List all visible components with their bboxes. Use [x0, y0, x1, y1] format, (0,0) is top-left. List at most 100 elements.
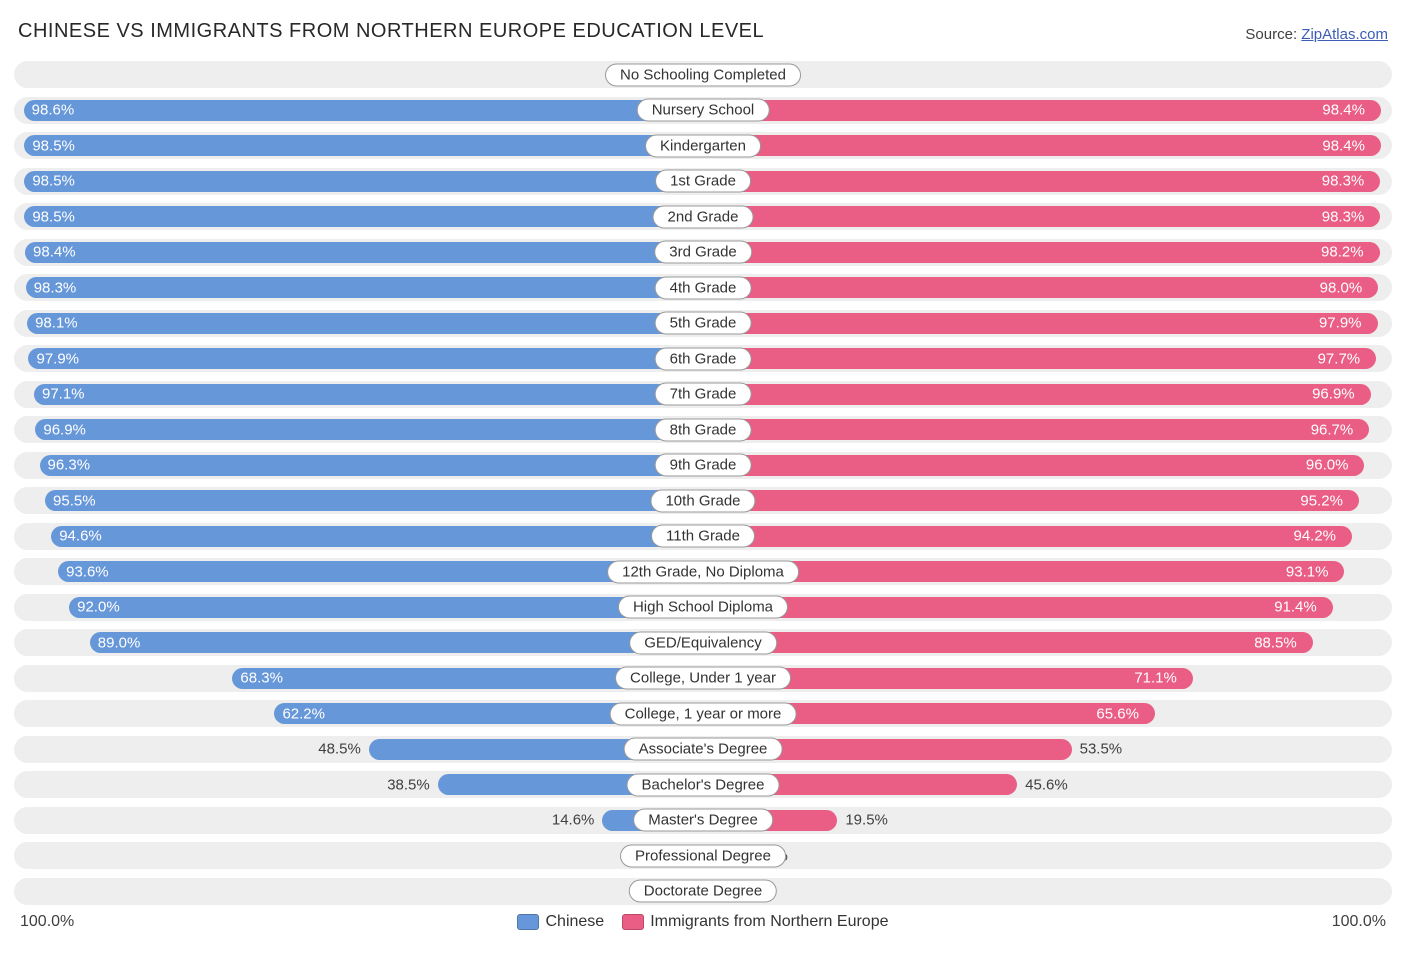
bar-row: 1.5%1.7%No Schooling Completed	[14, 61, 1392, 88]
value-label-right: 97.9%	[1319, 315, 1362, 332]
bar-left: 97.1%	[34, 384, 703, 405]
bar-right: 98.4%	[703, 100, 1381, 121]
category-pill: 6th Grade	[655, 347, 752, 370]
chart-footer: 100.0% Chinese Immigrants from Northern …	[14, 913, 1392, 931]
category-pill: 1st Grade	[655, 170, 751, 193]
bar-row: 48.5%53.5%Associate's Degree	[14, 736, 1392, 763]
bar-left: 98.6%	[24, 100, 703, 121]
chart-title: CHINESE VS IMMIGRANTS FROM NORTHERN EURO…	[18, 20, 764, 43]
category-pill: 3rd Grade	[654, 241, 752, 264]
bar-right: 95.2%	[703, 490, 1359, 511]
value-label-left: 96.3%	[48, 457, 91, 474]
category-pill: 11th Grade	[651, 525, 755, 548]
bar-right: 96.9%	[703, 384, 1371, 405]
bar-row: 98.1% 97.9% 5th Grade	[14, 310, 1392, 337]
bar-row: 62.2%65.6%College, 1 year or more	[14, 700, 1392, 727]
bar-left: 98.5%	[24, 171, 703, 192]
category-pill: 7th Grade	[655, 383, 752, 406]
bar-left: 95.5%	[45, 490, 703, 511]
bar-left: 98.1%	[27, 313, 703, 334]
bar-row: 1.8%2.6%Doctorate Degree	[14, 878, 1392, 905]
bar-row: 96.3% 96.0% 9th Grade	[14, 452, 1392, 479]
category-pill: 10th Grade	[650, 489, 755, 512]
bar-row: 98.4%98.2%3rd Grade	[14, 239, 1392, 266]
value-label-right: 98.3%	[1322, 208, 1365, 225]
value-label-left: 98.1%	[35, 315, 78, 332]
category-pill: 12th Grade, No Diploma	[607, 560, 799, 583]
bar-row: 97.1% 96.9% 7th Grade	[14, 381, 1392, 408]
value-label-left: 94.6%	[59, 528, 102, 545]
legend-swatch-chinese	[517, 914, 539, 930]
value-label-right: 98.4%	[1322, 102, 1365, 119]
value-label-left: 93.6%	[66, 563, 109, 580]
category-pill: College, Under 1 year	[615, 667, 791, 690]
legend-item-immigrants: Immigrants from Northern Europe	[622, 913, 888, 931]
bar-left: 96.3%	[40, 455, 704, 476]
bar-right: 98.3%	[703, 171, 1380, 192]
bar-right: 97.7%	[703, 348, 1376, 369]
bar-left: 98.3%	[26, 277, 703, 298]
legend-item-chinese: Chinese	[517, 913, 604, 931]
value-label-left: 89.0%	[98, 634, 141, 651]
value-label-right: 96.9%	[1312, 386, 1355, 403]
value-label-right: 98.2%	[1321, 244, 1364, 261]
value-label-left: 38.5%	[387, 776, 430, 793]
bar-right: 98.4%	[703, 135, 1381, 156]
value-label-right: 95.2%	[1300, 492, 1343, 509]
bar-row: 14.6%19.5%Master's Degree	[14, 807, 1392, 834]
bar-left: 97.9%	[28, 348, 703, 369]
category-pill: GED/Equivalency	[629, 631, 777, 654]
category-pill: 9th Grade	[655, 454, 752, 477]
value-label-left: 97.1%	[42, 386, 85, 403]
source-link[interactable]: ZipAtlas.com	[1301, 26, 1388, 43]
value-label-left: 97.9%	[36, 350, 79, 367]
category-pill: No Schooling Completed	[605, 63, 801, 86]
bar-row: 95.5% 95.2% 10th Grade	[14, 487, 1392, 514]
bar-row: 94.6%94.2%11th Grade	[14, 523, 1392, 550]
bar-row: 98.5% 98.3% 1st Grade	[14, 168, 1392, 195]
category-pill: Professional Degree	[620, 844, 786, 867]
bar-left: 98.5%	[24, 206, 703, 227]
bar-right: 91.4%	[703, 597, 1333, 618]
value-label-right: 96.0%	[1306, 457, 1349, 474]
source-attribution: Source: ZipAtlas.com	[1245, 26, 1388, 43]
bar-left: 96.9%	[35, 419, 703, 440]
value-label-right: 98.0%	[1320, 279, 1363, 296]
value-label-right: 45.6%	[1025, 776, 1068, 793]
bar-right: 98.2%	[703, 242, 1380, 263]
axis-left-max: 100.0%	[20, 913, 74, 931]
value-label-right: 93.1%	[1286, 563, 1329, 580]
value-label-right: 98.4%	[1322, 137, 1365, 154]
legend: Chinese Immigrants from Northern Europe	[517, 913, 888, 931]
category-pill: Master's Degree	[633, 809, 773, 832]
source-label: Source:	[1245, 26, 1297, 43]
value-label-left: 98.6%	[32, 102, 75, 119]
value-label-right: 98.3%	[1322, 173, 1365, 190]
value-label-left: 14.6%	[552, 812, 595, 829]
legend-swatch-immigrants	[622, 914, 644, 930]
legend-label-chinese: Chinese	[545, 913, 604, 931]
legend-label-immigrants: Immigrants from Northern Europe	[650, 913, 888, 931]
value-label-left: 98.5%	[32, 173, 75, 190]
category-pill: 5th Grade	[655, 312, 752, 335]
bar-row: 4.5%6.2%Professional Degree	[14, 842, 1392, 869]
bar-left: 98.5%	[24, 135, 703, 156]
value-label-left: 98.5%	[32, 208, 75, 225]
bar-right: 93.1%	[703, 561, 1344, 582]
bar-row: 98.5%98.4%Kindergarten	[14, 132, 1392, 159]
category-pill: Doctorate Degree	[629, 880, 777, 903]
chart-header: CHINESE VS IMMIGRANTS FROM NORTHERN EURO…	[14, 20, 1392, 43]
bar-row: 98.3%98.0%4th Grade	[14, 274, 1392, 301]
category-pill: 8th Grade	[655, 418, 752, 441]
category-pill: Bachelor's Degree	[627, 773, 780, 796]
bar-right: 96.0%	[703, 455, 1364, 476]
value-label-right: 65.6%	[1096, 705, 1139, 722]
category-pill: Associate's Degree	[624, 738, 783, 761]
bar-row: 68.3%71.1%College, Under 1 year	[14, 665, 1392, 692]
value-label-left: 98.5%	[32, 137, 75, 154]
value-label-right: 53.5%	[1080, 741, 1123, 758]
bar-right: 96.7%	[703, 419, 1369, 440]
bar-right: 98.3%	[703, 206, 1380, 227]
bar-row: 92.0%91.4%High School Diploma	[14, 594, 1392, 621]
bar-row: 97.9% 97.7%6th Grade	[14, 345, 1392, 372]
